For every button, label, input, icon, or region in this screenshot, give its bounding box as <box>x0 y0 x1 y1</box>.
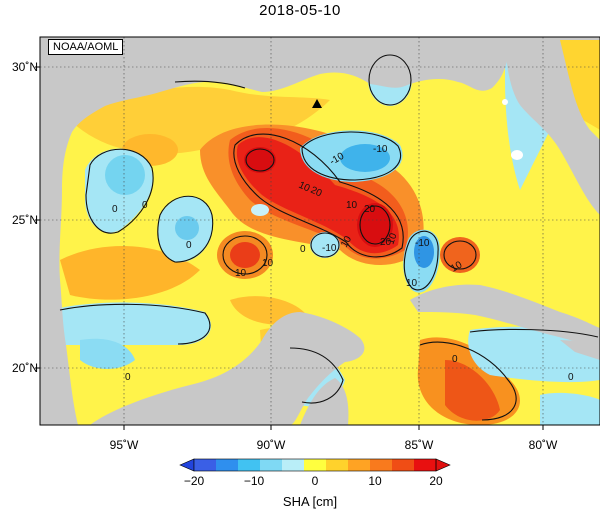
colorbar-swatch <box>282 459 305 471</box>
negative-anomaly-core <box>340 144 390 172</box>
negative-anomaly-core <box>175 216 199 240</box>
colorbar-swatch <box>326 459 349 471</box>
negative-anomaly-region <box>60 302 211 345</box>
colorbar-swatches <box>194 459 437 471</box>
negative-anomaly-core <box>105 155 145 195</box>
lat-label: 20˚N <box>11 361 38 375</box>
lon-label: 90˚W <box>256 438 286 452</box>
contour-label: 10 <box>297 180 312 195</box>
land-small-island <box>511 150 523 160</box>
colorbar-frame <box>193 458 437 472</box>
colorbar-swatch <box>216 459 239 471</box>
lon-label: 95˚W <box>109 438 139 452</box>
negative-anomaly-region <box>310 232 340 258</box>
contour-label: 10 <box>406 278 418 289</box>
colorbar-swatch <box>238 459 261 471</box>
positive-anomaly-band <box>60 246 200 300</box>
positive-anomaly-core <box>357 203 393 247</box>
lon-label: 85˚W <box>404 438 434 452</box>
axis-ticks <box>35 66 544 430</box>
colorbar-swatch <box>370 459 393 471</box>
negative-anomaly-region <box>540 392 600 425</box>
map-title: 2018-05-10 <box>259 2 341 19</box>
colorbar-tick-label: 10 <box>368 474 382 488</box>
colorbar-swatch <box>304 459 327 471</box>
colorbar-title: SHA [cm] <box>282 494 338 509</box>
positive-anomaly-core <box>230 242 260 268</box>
colorbar-arrow-low <box>179 458 195 472</box>
land-florida <box>505 40 600 215</box>
contour-label: 0 <box>452 354 458 365</box>
contour-label: 20 <box>364 204 376 215</box>
contour-label: 0 <box>125 372 131 383</box>
land-mexico-yucatan <box>90 312 365 425</box>
contour-label: 10 <box>449 259 465 274</box>
contour-label: 10 <box>346 200 358 211</box>
negative-anomaly-region <box>80 338 135 369</box>
land-us-gulf-coast <box>40 37 600 425</box>
colorbar-tick-label: −10 <box>243 474 265 488</box>
lat-label: 25˚N <box>11 213 38 227</box>
contour-label: 10 <box>339 234 354 250</box>
contour-label: -10 <box>322 243 337 254</box>
colorbar-swatch <box>392 459 415 471</box>
colorbar-swatch <box>348 459 371 471</box>
land-small-island <box>502 99 508 105</box>
contour-label: 20 <box>380 237 392 248</box>
contour-lines <box>59 54 599 421</box>
lat-label: 30˚N <box>11 60 38 74</box>
map-frame <box>39 36 600 426</box>
land-hispaniola-edge <box>560 340 600 360</box>
colorbar-tick-label: 0 <box>311 474 319 488</box>
positive-anomaly-band <box>445 360 500 421</box>
colorbar-swatch <box>414 459 437 471</box>
contour-label: -10 <box>415 238 430 249</box>
land-central-america <box>300 378 349 425</box>
land-cuba <box>410 284 600 348</box>
colorbar-swatch <box>260 459 283 471</box>
lon-label: 80˚W <box>528 438 558 452</box>
colorbar-tick-label: −20 <box>183 474 205 488</box>
colorbar-arrow-high <box>435 458 451 472</box>
negative-anomaly-region <box>251 204 269 216</box>
contour-label: 0 <box>568 372 574 383</box>
negative-anomaly-core <box>414 236 434 268</box>
colorbar <box>179 458 451 472</box>
credit-label: NOAA/AOML <box>48 39 124 55</box>
contour-label: 0 <box>300 244 306 255</box>
colorbar-tick-label: 20 <box>429 474 443 488</box>
contour-label: 0 <box>142 200 148 211</box>
contour-label: 10 <box>262 258 274 269</box>
contour-label: -10 <box>373 144 388 155</box>
positive-anomaly-core <box>244 147 276 173</box>
contour-label: 20 <box>309 185 324 200</box>
contour-label: 10 <box>235 268 247 279</box>
colorbar-swatch <box>194 459 217 471</box>
positive-anomaly-band <box>440 237 480 273</box>
contour-label: 0 <box>112 204 118 215</box>
station-marker <box>312 99 322 108</box>
contour-label: 10 <box>385 231 399 246</box>
contour-label: 0 <box>186 240 192 251</box>
